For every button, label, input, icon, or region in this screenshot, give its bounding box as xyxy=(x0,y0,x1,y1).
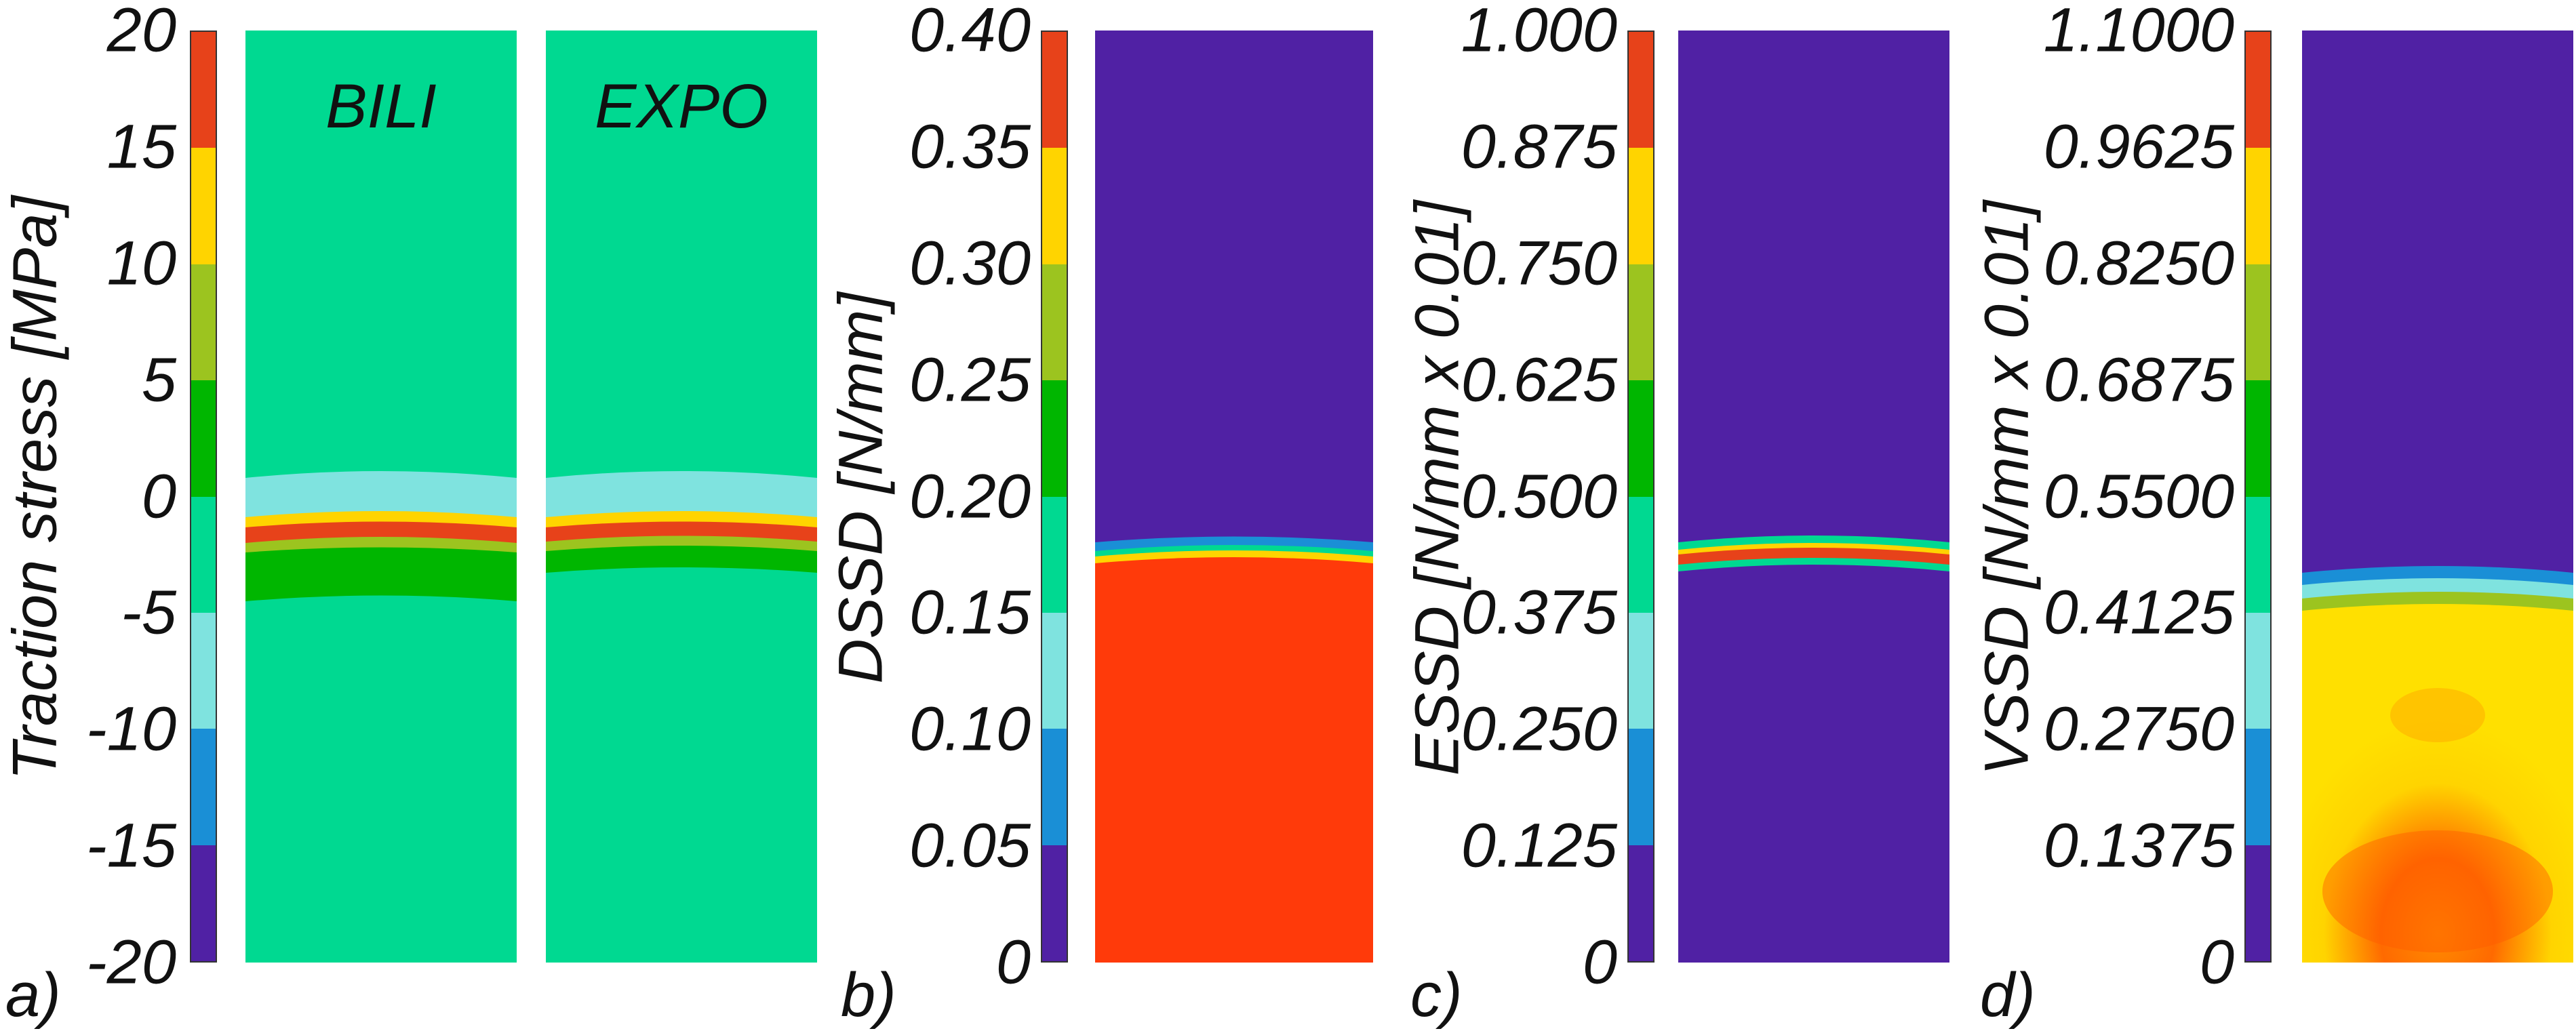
colorbar-segment xyxy=(1042,845,1067,961)
colorbar-segment xyxy=(2246,496,2270,613)
panel-letter-b: b) xyxy=(841,961,896,1030)
colorbar-segment xyxy=(2246,264,2270,381)
tick-label: 0.625 xyxy=(1461,345,1617,415)
field-bili-bands xyxy=(245,471,517,601)
colorbar-segment xyxy=(191,380,216,497)
field-vssd-bands xyxy=(2302,566,2573,963)
tick-label: 0.9625 xyxy=(2043,112,2234,182)
tick-label: 0.15 xyxy=(909,578,1031,647)
tick-label: 0.875 xyxy=(1461,112,1617,182)
tick-label: 0.375 xyxy=(1461,578,1617,647)
colorbar-segment xyxy=(2246,380,2270,497)
colorbar-segment xyxy=(1629,148,1653,264)
colorbar-segment xyxy=(191,264,216,381)
colorbar-segment xyxy=(191,729,216,845)
colorbar-segment xyxy=(1042,496,1067,613)
colorbar-segment xyxy=(1042,380,1067,497)
tick-label: 0.35 xyxy=(909,112,1031,182)
colorbar-c xyxy=(1627,31,1654,963)
field-expo-bands xyxy=(546,471,817,573)
tick-label: 5 xyxy=(141,345,176,415)
panel-letter-c: c) xyxy=(1410,961,1463,1030)
colorbar-segment xyxy=(1629,32,1653,148)
tick-label: 0.40 xyxy=(909,0,1031,65)
colorbar-segment xyxy=(191,32,216,148)
colorbar-segment xyxy=(2246,729,2270,845)
tick-label: 0.750 xyxy=(1461,228,1617,298)
ylabel-d: VSSD [N/mm x 0.01] xyxy=(1972,200,2042,776)
colorbar-segment xyxy=(191,496,216,613)
colorbar-segment xyxy=(191,148,216,264)
tick-label: 0.30 xyxy=(909,228,1031,298)
tick-label: 0.05 xyxy=(909,811,1031,881)
colorbar-segment xyxy=(1042,32,1067,148)
tick-label: 0.125 xyxy=(1461,811,1617,881)
colorbar-segment xyxy=(1629,845,1653,961)
tick-label: 0.6875 xyxy=(2043,345,2234,415)
field-expo: EXPO xyxy=(546,31,817,963)
colorbar-segment xyxy=(1629,729,1653,845)
tick-label: 0 xyxy=(141,462,176,531)
colorbar-segment xyxy=(191,612,216,729)
field-dssd-bands xyxy=(1095,536,1373,963)
tick-label: 0 xyxy=(1582,927,1617,997)
colorbar-segment xyxy=(1629,612,1653,729)
tick-label: 0.4125 xyxy=(2043,578,2234,647)
field-bili: BILI xyxy=(245,31,517,963)
colorbar-segment xyxy=(1629,264,1653,381)
tick-label: 0.500 xyxy=(1461,462,1617,531)
tick-label: 15 xyxy=(106,112,176,182)
tick-label: 20 xyxy=(106,0,176,65)
colorbar-segment xyxy=(1629,496,1653,613)
tick-label: 0.25 xyxy=(909,345,1031,415)
field-essd-bands xyxy=(1678,535,1949,571)
colorbar-segment xyxy=(1042,729,1067,845)
tick-label: -20 xyxy=(86,927,176,997)
tick-label: 0.5500 xyxy=(2043,462,2234,531)
colorbar-segment xyxy=(1629,380,1653,497)
tick-label: 0.1375 xyxy=(2043,811,2234,881)
tick-label: 0 xyxy=(2199,927,2234,997)
colorbar-b xyxy=(1041,31,1068,963)
panel-letter-a: a) xyxy=(5,961,61,1030)
tick-label: 0.250 xyxy=(1461,694,1617,764)
field-label-expo: EXPO xyxy=(595,72,768,141)
colorbar-segment xyxy=(1042,264,1067,381)
ylabel-b: DSSD [N/mm] xyxy=(826,292,896,684)
colorbar-segment xyxy=(2246,845,2270,961)
colorbar-segment xyxy=(1042,612,1067,729)
colorbar-segment xyxy=(2246,148,2270,264)
ylabel-a: Traction stress [MPa] xyxy=(0,195,70,781)
colorbar-d xyxy=(2244,31,2272,963)
tick-label: 0 xyxy=(995,927,1031,997)
field-dssd xyxy=(1095,31,1373,963)
tick-label: 0.2750 xyxy=(2043,694,2234,764)
panel-letter-d: d) xyxy=(1980,961,2036,1030)
tick-label: 1.000 xyxy=(1461,0,1617,65)
tick-label: 1.1000 xyxy=(2043,0,2234,65)
field-label-bili: BILI xyxy=(325,72,437,141)
field-vssd xyxy=(2302,31,2573,963)
colorbar-a xyxy=(190,31,217,963)
tick-label: 0.8250 xyxy=(2043,228,2234,298)
colorbar-segment xyxy=(1042,148,1067,264)
tick-label: -15 xyxy=(86,811,176,881)
tick-label: 0.10 xyxy=(909,694,1031,764)
tick-label: -10 xyxy=(86,694,176,764)
colorbar-segment xyxy=(191,845,216,961)
colorbar-segment xyxy=(2246,32,2270,148)
tick-label: 0.20 xyxy=(909,462,1031,531)
colorbar-segment xyxy=(2246,612,2270,729)
field-essd xyxy=(1678,31,1949,963)
tick-label: -5 xyxy=(121,578,176,647)
tick-label: 10 xyxy=(106,228,176,298)
